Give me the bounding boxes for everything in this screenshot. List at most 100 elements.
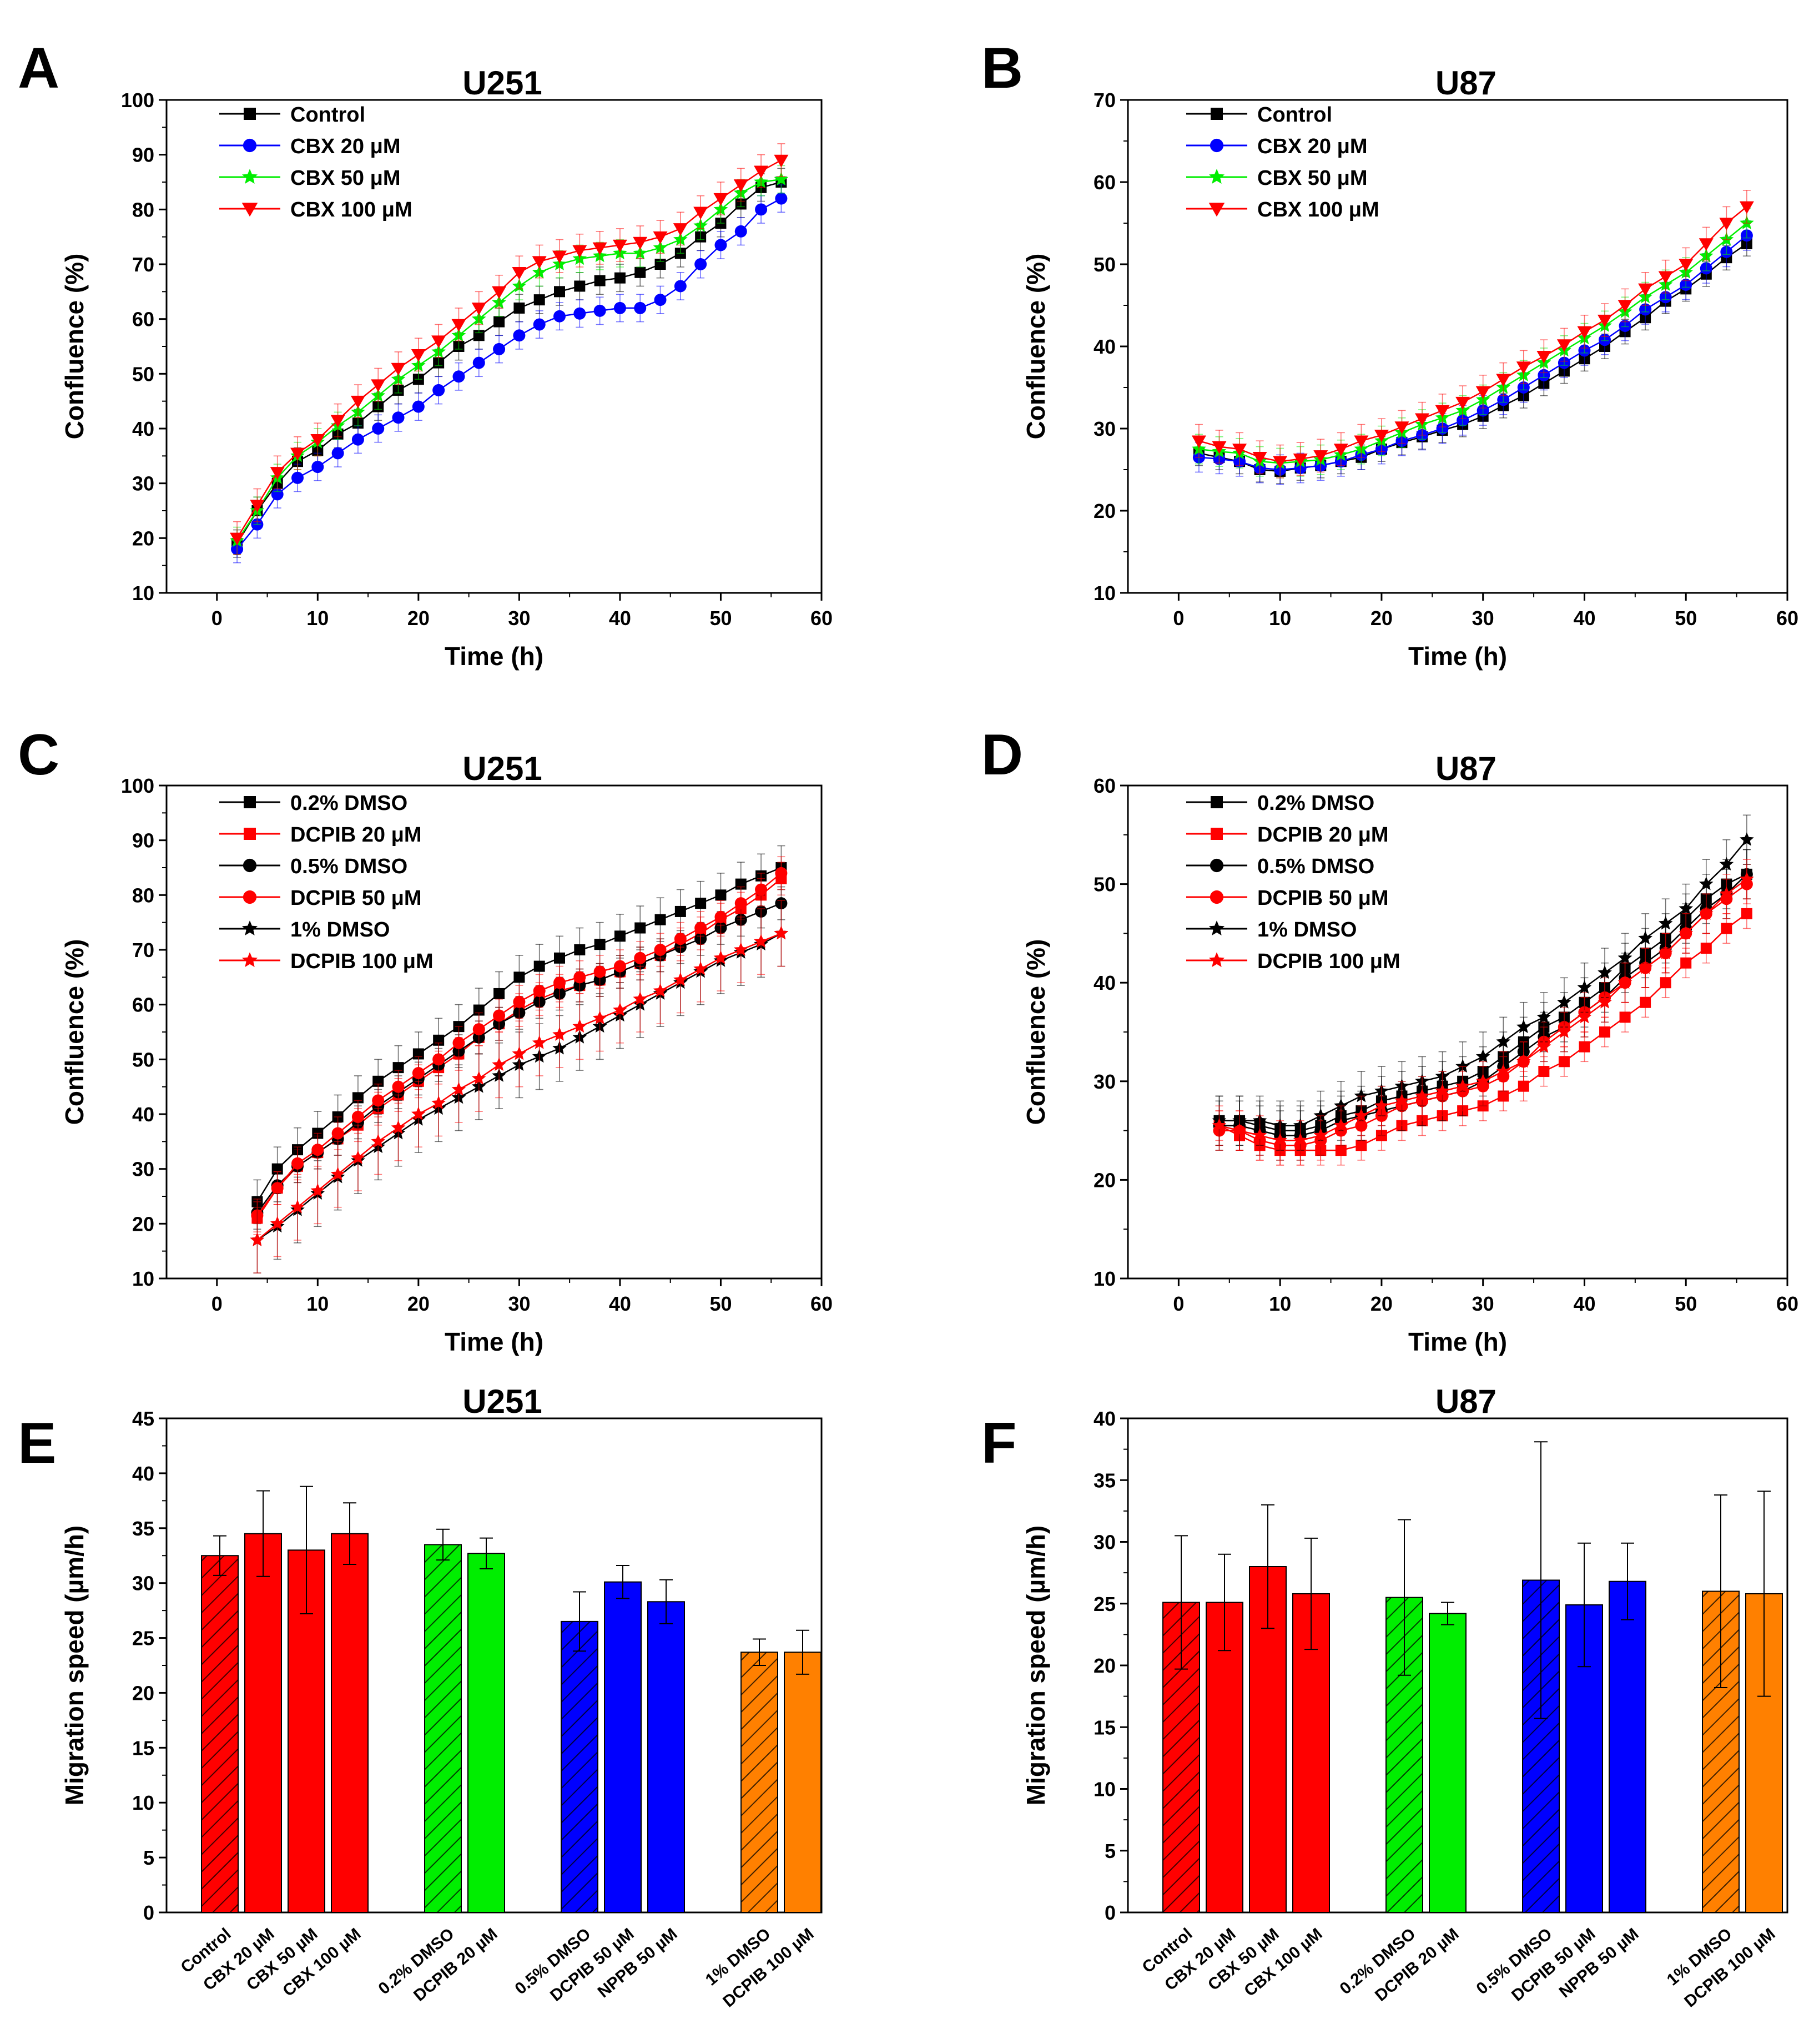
- y-tick-label-c: 50: [132, 1048, 154, 1071]
- legend-entry-c-0: 0.2% DMSO: [219, 792, 407, 815]
- data-point: [593, 965, 606, 978]
- data-point: [634, 266, 646, 278]
- data-point: [291, 1157, 304, 1170]
- legend-marker: [241, 952, 258, 967]
- legend-marker: [1211, 796, 1223, 808]
- data-point: [452, 1036, 465, 1049]
- bar: [331, 1533, 369, 1914]
- data-point: [533, 985, 546, 997]
- data-point: [1577, 1009, 1592, 1024]
- data-point: [754, 165, 769, 179]
- chart-panel-b: U87 10 20 30 40 50 60 70 Confluence (%) 0 10 20 30 40…: [1021, 64, 1798, 671]
- x-tick-label-b: 40: [1573, 607, 1595, 630]
- data-point: [1536, 1039, 1551, 1053]
- x-tick-label-a: 0: [211, 607, 223, 630]
- y-axis-label-b: Confluence (%): [1021, 254, 1050, 440]
- y-tick-label-f: 0: [1105, 1901, 1116, 1924]
- data-point: [1354, 1108, 1369, 1122]
- y-tick-label-f: 40: [1094, 1407, 1116, 1430]
- y-tick-label-c: 40: [132, 1103, 154, 1126]
- legend-marker: [1208, 952, 1225, 967]
- data-point: [573, 971, 586, 984]
- legend-marker: [1208, 169, 1225, 184]
- y-axis-label-d: Confluence (%): [1021, 939, 1050, 1125]
- data-point: [270, 1216, 285, 1230]
- data-point: [1640, 996, 1651, 1008]
- data-point: [1658, 945, 1673, 959]
- y-tick-label-b: 70: [1094, 89, 1116, 112]
- data-point: [1313, 1108, 1328, 1122]
- x-axis-label-b: Time (h): [1408, 642, 1507, 671]
- y-axis-label-f: Migration speed (µm/h): [1021, 1526, 1050, 1805]
- series-line: [1198, 235, 1747, 471]
- data-point: [573, 307, 586, 320]
- y-tick-label-b: 10: [1094, 582, 1116, 605]
- x-tick-label-b: 30: [1472, 607, 1494, 630]
- data-point: [553, 976, 566, 989]
- legend-marker: [1211, 828, 1223, 840]
- data-point: [411, 349, 426, 362]
- legend-label: CBX 20 μM: [1257, 135, 1368, 158]
- legend-entry-d-3: DCPIB 50 μM: [1186, 887, 1389, 910]
- data-point: [1232, 444, 1247, 456]
- y-tick-label-b: 30: [1094, 417, 1116, 440]
- data-point: [674, 905, 686, 917]
- series-b-3: [1191, 189, 1754, 479]
- data-point: [493, 988, 505, 999]
- data-point: [372, 422, 385, 435]
- x-axis-label-d: Time (h): [1408, 1327, 1507, 1356]
- data-point: [1679, 925, 1694, 940]
- data-point: [1699, 238, 1714, 251]
- data-point: [412, 1067, 425, 1079]
- data-point: [734, 225, 747, 238]
- legend-label: Control: [290, 103, 365, 127]
- legend-entry-b-0: Control: [1186, 103, 1332, 127]
- panel-letter-a: A: [18, 36, 59, 100]
- y-tick-label-d: 10: [1094, 1267, 1116, 1290]
- data-point: [1252, 452, 1267, 465]
- legend-entry-c-4: 1% DMSO: [219, 918, 390, 942]
- y-axis-label-e: Migration speed (µm/h): [60, 1526, 89, 1805]
- chart-panel-f: U87 0 5 10 15 20 25 30 35 40 Migration speed (µm/h…: [1021, 1383, 1788, 2011]
- bar-e-1-0: 0.2% DMSO: [375, 1528, 462, 1998]
- data-point: [1354, 1088, 1369, 1102]
- data-point: [351, 433, 364, 446]
- y-tick-label-c: 70: [132, 939, 154, 961]
- data-point: [1191, 435, 1206, 449]
- data-point: [633, 991, 648, 1005]
- data-point: [1638, 960, 1652, 974]
- data-point: [1558, 1056, 1570, 1068]
- bar: [1249, 1566, 1287, 1913]
- data-point: [1679, 259, 1694, 271]
- data-point: [1619, 1011, 1631, 1023]
- data-point: [554, 952, 565, 964]
- data-point: [594, 275, 606, 286]
- data-point: [1658, 916, 1673, 930]
- x-tick-label-d: 0: [1173, 1292, 1184, 1315]
- legend-label: 0.2% DMSO: [1257, 792, 1374, 815]
- legend-entry-a-3: CBX 100 μM: [219, 198, 412, 221]
- legend-entry-c-2: 0.5% DMSO: [219, 855, 407, 878]
- legend-entry-d-4: 1% DMSO: [1186, 918, 1357, 942]
- chart-title-c: U251: [462, 750, 542, 787]
- bar-hatch: [201, 1555, 238, 1912]
- data-point: [1638, 930, 1652, 945]
- y-tick-label-a: 40: [132, 417, 154, 440]
- data-point: [1700, 943, 1712, 954]
- data-point: [1557, 1024, 1571, 1038]
- legend-marker: [244, 796, 256, 808]
- y-tick-label-d: 60: [1094, 774, 1116, 797]
- data-point: [372, 1094, 385, 1107]
- data-point: [1354, 435, 1369, 449]
- data-point: [1415, 413, 1430, 426]
- data-point: [1475, 1074, 1490, 1088]
- data-point: [451, 1082, 466, 1096]
- legend-label: DCPIB 50 μM: [290, 887, 422, 910]
- y-tick-label-c: 10: [132, 1267, 154, 1290]
- data-point: [532, 1035, 547, 1049]
- series-line: [236, 159, 782, 538]
- data-point: [250, 1232, 265, 1246]
- y-tick-label-a: 90: [132, 144, 154, 167]
- chart-panel-e: U251 0 5 10 15 20 25 30 35 40 45 Migration speed (µ…: [60, 1383, 823, 2011]
- data-point: [553, 310, 566, 323]
